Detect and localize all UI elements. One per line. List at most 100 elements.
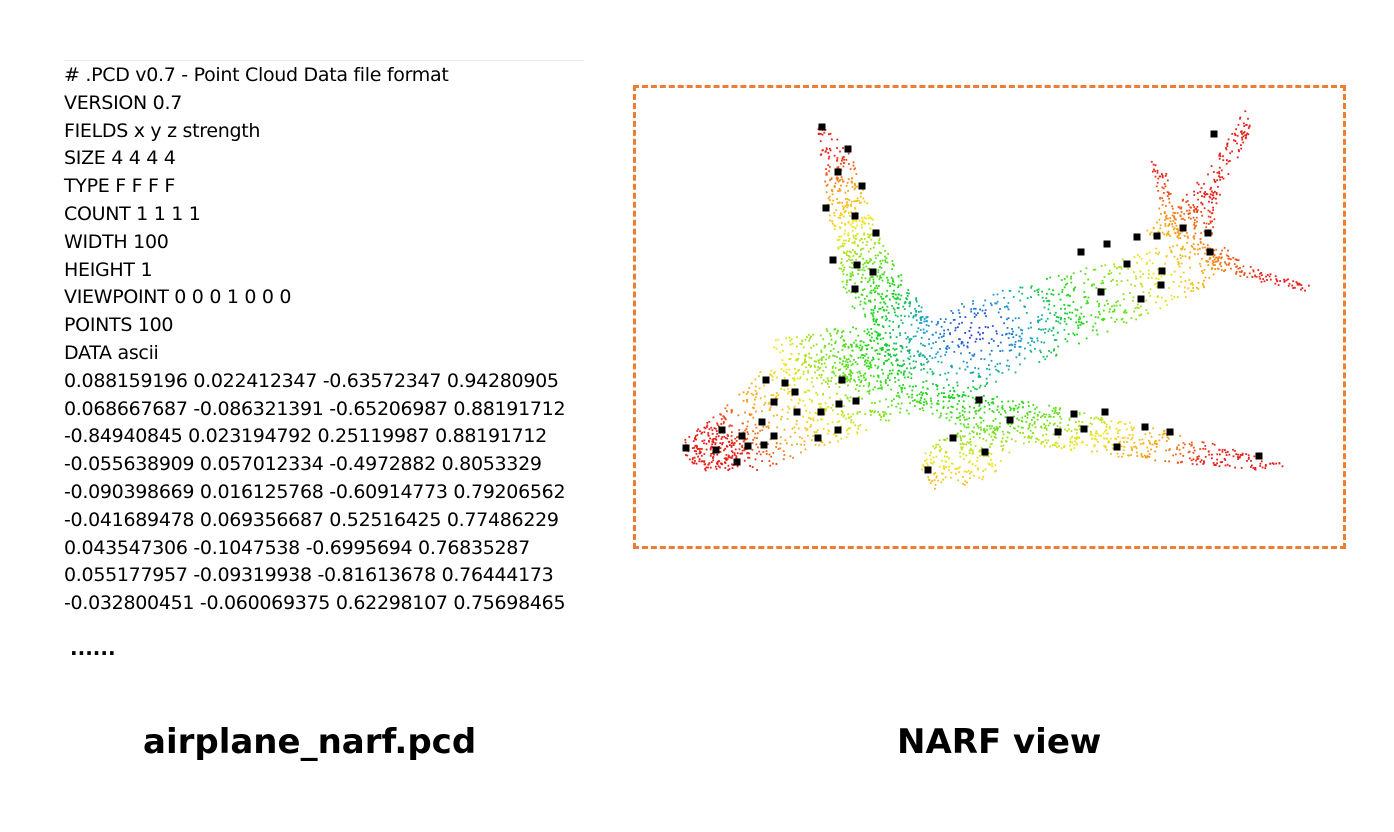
cloud-point	[741, 452, 743, 455]
cloud-point	[1076, 428, 1078, 431]
cloud-point	[1178, 448, 1181, 451]
cloud-point	[1200, 459, 1203, 462]
cloud-point	[1192, 204, 1195, 206]
cloud-point	[999, 341, 1002, 344]
cloud-point	[722, 415, 725, 417]
cloud-point	[1207, 264, 1210, 266]
cloud-point	[1147, 450, 1150, 453]
cloud-point	[920, 363, 922, 365]
cloud-point	[953, 390, 956, 393]
cloud-point	[850, 415, 853, 418]
cloud-point	[1107, 272, 1110, 275]
cloud-point	[1163, 183, 1166, 185]
cloud-point	[984, 468, 987, 471]
cloud-point	[865, 353, 868, 355]
cloud-point	[1173, 216, 1176, 219]
cloud-point	[990, 442, 993, 445]
cloud-point	[870, 328, 873, 330]
cloud-point	[999, 422, 1001, 425]
cloud-point	[763, 403, 766, 406]
cloud-point	[870, 366, 873, 369]
cloud-point	[850, 273, 853, 276]
cloud-point	[1227, 255, 1230, 258]
cloud-point	[890, 362, 893, 364]
cloud-point	[1002, 433, 1005, 436]
cloud-point	[983, 394, 985, 397]
cloud-point	[987, 401, 990, 404]
cloud-point	[1301, 287, 1304, 289]
cloud-point	[1176, 258, 1179, 261]
cloud-point	[841, 159, 843, 162]
cloud-point	[854, 424, 857, 427]
cloud-point	[1179, 207, 1182, 210]
cloud-point	[993, 432, 996, 435]
cloud-point	[826, 173, 828, 176]
cloud-point	[955, 434, 958, 437]
cloud-point	[707, 463, 710, 466]
cloud-point	[971, 371, 974, 374]
cloud-point	[836, 159, 838, 162]
cloud-point	[958, 416, 960, 419]
cloud-point	[809, 426, 812, 428]
cloud-point	[743, 449, 746, 452]
cloud-point	[885, 343, 887, 345]
cloud-point	[1222, 155, 1224, 158]
cloud-point	[815, 343, 818, 346]
cloud-point	[769, 373, 772, 376]
cloud-point	[867, 281, 869, 283]
cloud-point	[1096, 300, 1099, 303]
cloud-point	[852, 249, 854, 251]
cloud-point	[793, 405, 796, 408]
cloud-point	[1032, 404, 1035, 406]
cloud-point	[1021, 400, 1023, 403]
cloud-point	[922, 464, 924, 466]
cloud-point	[1146, 455, 1149, 458]
cloud-point	[1125, 321, 1128, 324]
cloud-point	[847, 358, 850, 361]
cloud-point	[1056, 331, 1059, 334]
cloud-point	[872, 311, 875, 314]
cloud-point	[1177, 234, 1180, 237]
cloud-point	[849, 215, 851, 217]
cloud-point	[1049, 422, 1051, 425]
cloud-point	[853, 182, 856, 185]
cloud-point	[1094, 322, 1097, 325]
cloud-point	[730, 457, 733, 459]
cloud-point	[763, 384, 765, 387]
cloud-point	[765, 425, 768, 428]
cloud-point	[1182, 442, 1185, 444]
pcd-data-row: 0.088159196 0.022412347 -0.63572347 0.94…	[64, 369, 559, 392]
cloud-point	[910, 323, 913, 326]
cloud-point	[988, 433, 991, 436]
cloud-point	[699, 447, 701, 450]
cloud-point	[1166, 179, 1169, 182]
cloud-point	[750, 382, 753, 385]
cloud-point	[948, 465, 950, 468]
cloud-point	[954, 422, 957, 425]
cloud-point	[907, 412, 910, 415]
cloud-point	[876, 323, 879, 326]
cloud-point	[1090, 417, 1092, 419]
cloud-point	[804, 338, 807, 341]
cloud-point	[1101, 318, 1103, 321]
cloud-point	[989, 464, 991, 466]
cloud-point	[838, 201, 841, 204]
cloud-point	[824, 402, 827, 405]
cloud-point	[1208, 258, 1211, 260]
cloud-point	[1075, 438, 1078, 440]
cloud-point	[959, 466, 961, 469]
cloud-point	[965, 426, 968, 429]
cloud-point	[831, 371, 834, 374]
cloud-point	[846, 273, 848, 276]
cloud-point	[1234, 258, 1237, 261]
cloud-point	[1216, 462, 1218, 465]
cloud-point	[991, 439, 994, 441]
cloud-point	[1193, 190, 1195, 193]
cloud-point	[839, 398, 842, 401]
narf-keypoint	[770, 398, 778, 406]
cloud-point	[1209, 221, 1212, 224]
cloud-point	[995, 330, 998, 333]
cloud-point	[1026, 413, 1029, 416]
cloud-point	[779, 351, 782, 354]
cloud-point	[968, 449, 971, 452]
